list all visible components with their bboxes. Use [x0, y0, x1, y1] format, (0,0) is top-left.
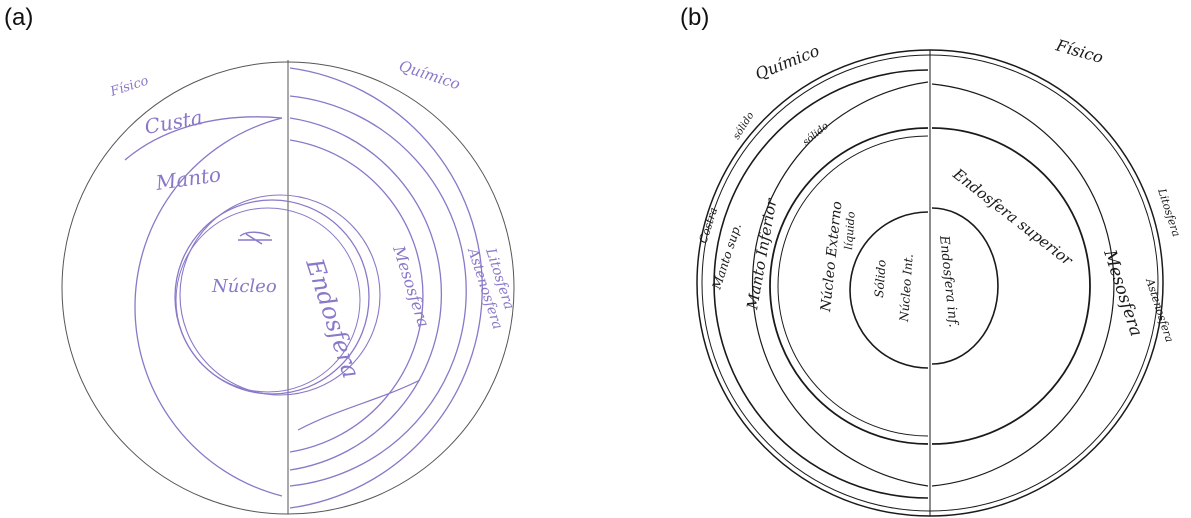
- panel-b-label-mesosfera: Mesosfera: [1099, 246, 1146, 339]
- panel-b-right-core: [931, 207, 999, 365]
- panel-a-label-custa: Custa: [143, 105, 205, 139]
- panel-b-label-manto-inferior: Manto Inferior: [743, 196, 780, 311]
- panel-b-label-nucleo-externo: Núcleo Externo: [818, 200, 846, 313]
- panel-a-left-header: Físico: [108, 73, 151, 100]
- panel-b-left-shell-1: [713, 69, 929, 499]
- panel-b-left-shell-2: [751, 81, 929, 487]
- panel-b-label-solido-crust: sólido: [731, 110, 756, 141]
- panel-a-label-nucleo: Núcleo: [211, 276, 277, 297]
- panel-a-core-circle-3: [175, 207, 361, 393]
- panel-a-label-endosfera: Endosfera: [300, 254, 365, 382]
- panel-b-right-shell-1: [931, 83, 1115, 487]
- panel-a-right-arc-3: [289, 117, 443, 471]
- panel-a-label: (a): [4, 4, 34, 31]
- panel-b-left-shell-3: [769, 127, 929, 445]
- panel-b-right-header: Físico: [1053, 35, 1105, 67]
- panel-b: Químico Físico Costra Manto sup. Manto I…: [696, 35, 1183, 517]
- panel-b-label-nucleo-int: Núcleo Int.: [897, 253, 916, 323]
- panel-b-left-header: Químico: [752, 41, 822, 84]
- panel-b-label-manto-sup: Manto sup.: [709, 222, 744, 292]
- panel-a-label-manto: Manto: [153, 162, 222, 195]
- panel-a-right-arc-2: [289, 95, 467, 487]
- panel-b-label-astenosfera: Astenosfera: [1143, 276, 1176, 344]
- panel-b-label-endosfera-inf: Endosfera inf.: [936, 234, 961, 328]
- panel-b-label-solido-core: Sólido: [872, 259, 889, 298]
- panel-b-label-costra: Costra: [696, 206, 720, 245]
- panel-a-right-arc-4: [289, 139, 424, 453]
- panel-a-core-circle-2: [179, 194, 381, 396]
- panel-a-crossed-out-scribble: [238, 231, 272, 245]
- panel-b-label-litosfera: Litosfera: [1155, 186, 1183, 238]
- panel-a-core-circle-1: [174, 199, 370, 395]
- panel-b-left-core: [849, 211, 929, 369]
- panel-b-right-shell-2: [931, 127, 1091, 445]
- panel-b-label-liquido: líquido: [842, 211, 858, 251]
- panel-a-left-arc-1: [134, 117, 283, 497]
- panel-a-left-scribble: [124, 116, 283, 161]
- panel-b-left-shell-4: [777, 135, 929, 437]
- panel-a: Físico Químico Custa Manto Núcleo Litosf…: [61, 57, 517, 515]
- panel-a-right-arc-1: [289, 67, 483, 509]
- panel-b-label-solido-mantle: sólido: [801, 121, 831, 149]
- panel-b-label: (b): [680, 4, 710, 31]
- panel-a-right-arc-5: [297, 379, 421, 431]
- panel-a-right-header: Químico: [397, 57, 463, 94]
- panel-a-label-mesosfera: Mesosfera: [389, 242, 433, 329]
- panel-b-label-endosfera-superior: Endosfera superior: [949, 164, 1077, 269]
